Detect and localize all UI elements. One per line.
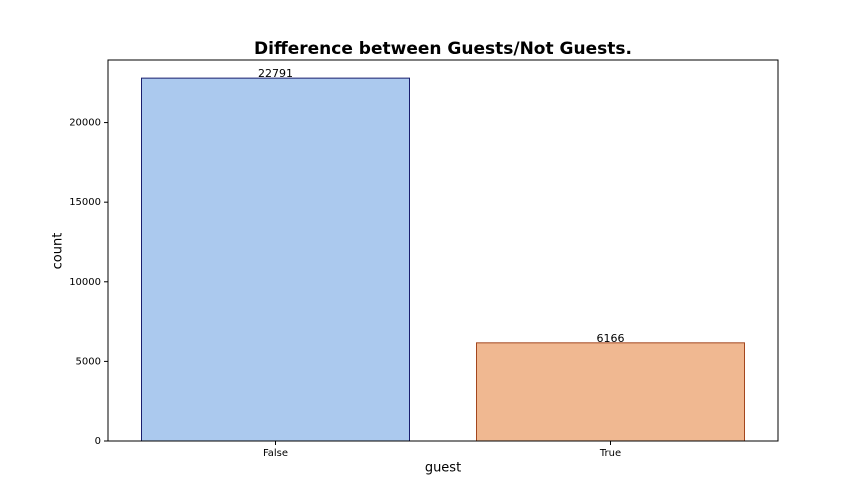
bar (476, 342, 745, 442)
x-axis-label: guest (425, 461, 461, 476)
value-label: 22791 (258, 67, 293, 80)
y-tick-label: 15000 (69, 197, 101, 208)
value-label: 6166 (597, 332, 625, 345)
y-tick-label: 10000 (69, 277, 101, 288)
y-tick-label: 0 (95, 436, 101, 447)
y-axis-label: count (51, 233, 66, 270)
plot-frame (107, 59, 779, 442)
x-tick-label: True (599, 448, 621, 459)
y-tick-label: 5000 (76, 356, 101, 367)
y-tick-label: 20000 (69, 118, 101, 129)
x-tick-label: False (263, 448, 288, 459)
bar (141, 77, 410, 442)
chart-title: Difference between Guests/Not Guests. (254, 39, 632, 59)
